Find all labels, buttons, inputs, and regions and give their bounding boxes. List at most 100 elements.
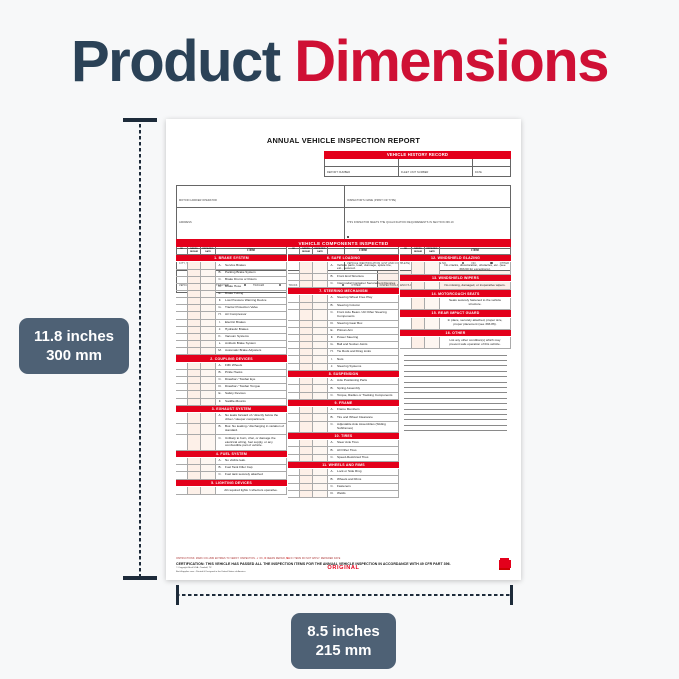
ok-checkbox-cell[interactable] xyxy=(176,298,188,305)
needs-repair-cell[interactable] xyxy=(188,283,201,290)
repaired-date-cell[interactable] xyxy=(201,458,216,465)
ok-checkbox-cell[interactable] xyxy=(288,490,300,497)
inspection-row[interactable]: List any other condition(s) which may pr… xyxy=(400,337,511,350)
repaired-date-cell[interactable] xyxy=(425,337,440,349)
repaired-date-cell[interactable] xyxy=(313,392,328,399)
needs-repair-cell[interactable] xyxy=(188,465,201,472)
write-in-line[interactable] xyxy=(404,350,507,356)
needs-repair-cell[interactable] xyxy=(412,317,425,329)
needs-repair-cell[interactable] xyxy=(188,384,201,391)
needs-repair-cell[interactable] xyxy=(188,398,201,405)
needs-repair-cell[interactable] xyxy=(300,295,313,302)
ok-checkbox-cell[interactable] xyxy=(176,413,188,424)
needs-repair-cell[interactable] xyxy=(300,476,313,483)
inspection-row[interactable]: B. Tire and Wheel Clearance xyxy=(288,414,399,422)
inspection-row[interactable]: A. No visible leak. xyxy=(176,458,287,466)
write-in-line[interactable] xyxy=(404,426,507,432)
ok-checkbox-cell[interactable] xyxy=(176,276,188,283)
repaired-date-cell[interactable] xyxy=(201,435,216,450)
needs-repair-cell[interactable] xyxy=(300,349,313,356)
ok-checkbox-cell[interactable] xyxy=(288,309,300,320)
needs-repair-cell[interactable] xyxy=(300,483,313,490)
needs-repair-cell[interactable] xyxy=(300,469,313,476)
repaired-date-cell[interactable] xyxy=(313,378,328,385)
needs-repair-cell[interactable] xyxy=(300,262,313,273)
repaired-date-cell[interactable] xyxy=(201,269,216,276)
ok-checkbox-cell[interactable] xyxy=(288,363,300,370)
ok-checkbox-cell[interactable] xyxy=(288,392,300,399)
ok-checkbox-cell[interactable] xyxy=(288,414,300,421)
repaired-date-cell[interactable] xyxy=(201,413,216,424)
write-in-line[interactable] xyxy=(404,410,507,415)
ok-checkbox-cell[interactable] xyxy=(176,377,188,384)
inspection-row[interactable]: A. Frame Members xyxy=(288,407,399,415)
needs-repair-cell[interactable] xyxy=(188,326,201,333)
repaired-date-cell[interactable] xyxy=(425,297,440,309)
needs-repair-cell[interactable] xyxy=(300,309,313,320)
needs-repair-cell[interactable] xyxy=(300,454,313,461)
ok-checkbox-cell[interactable] xyxy=(400,262,412,274)
vehicle-history-entry-row[interactable] xyxy=(324,166,511,177)
write-in-line[interactable] xyxy=(404,404,507,410)
needs-repair-cell[interactable] xyxy=(412,297,425,309)
ok-checkbox-cell[interactable] xyxy=(288,385,300,392)
ok-checkbox-cell[interactable] xyxy=(288,349,300,356)
vehicle-type-truck[interactable]: TRUCK xyxy=(279,284,305,287)
needs-repair-cell[interactable] xyxy=(412,262,425,274)
inspection-row[interactable]: A. Fifth Wheels xyxy=(176,362,287,370)
needs-repair-cell[interactable] xyxy=(300,356,313,363)
needs-repair-cell[interactable] xyxy=(300,342,313,349)
repaired-date-cell[interactable] xyxy=(313,469,328,476)
repaired-date-cell[interactable] xyxy=(201,369,216,377)
ok-checkbox-cell[interactable] xyxy=(176,269,188,276)
inspection-row[interactable]: D. Welds xyxy=(288,490,399,498)
ok-checkbox-cell[interactable] xyxy=(288,320,300,327)
needs-repair-cell[interactable] xyxy=(300,490,313,497)
needs-repair-cell[interactable] xyxy=(188,305,201,312)
needs-repair-cell[interactable] xyxy=(188,472,201,479)
ok-checkbox-cell[interactable] xyxy=(288,378,300,385)
ok-checkbox-cell[interactable] xyxy=(176,435,188,450)
inspection-row[interactable]: B. Pintle Hooks xyxy=(176,369,287,378)
inspection-row[interactable]: G. Ball and Socket Joints xyxy=(288,342,399,350)
repaired-date-cell[interactable] xyxy=(313,273,328,280)
repaired-date-cell[interactable] xyxy=(201,319,216,326)
repaired-date-cell[interactable] xyxy=(425,282,440,290)
inspection-row[interactable]: No cracks, discoloration, obstacles, etc… xyxy=(400,262,511,275)
needs-repair-cell[interactable] xyxy=(188,262,201,269)
ok-checkbox-cell[interactable] xyxy=(288,469,300,476)
needs-repair-cell[interactable] xyxy=(300,327,313,335)
repaired-date-cell[interactable] xyxy=(313,342,328,349)
yes-checkbox[interactable] xyxy=(347,236,350,239)
repaired-date-cell[interactable] xyxy=(313,320,328,327)
repaired-date-cell[interactable] xyxy=(313,280,328,287)
repaired-date-cell[interactable] xyxy=(313,407,328,414)
inspection-row[interactable]: A. Axle Positioning Parts xyxy=(288,378,399,386)
inspection-row[interactable]: A. Steering Wheel Free Play xyxy=(288,295,399,303)
ok-checkbox-cell[interactable] xyxy=(288,483,300,490)
repaired-date-cell[interactable] xyxy=(201,398,216,405)
inspection-row[interactable]: F. Saddle-Mounts xyxy=(176,398,287,406)
ok-checkbox-cell[interactable] xyxy=(400,282,412,290)
inspection-row[interactable]: C. Unlikely to burn, char, or damage the … xyxy=(176,435,287,451)
write-in-line[interactable] xyxy=(404,415,507,421)
ok-checkbox-cell[interactable] xyxy=(288,280,300,287)
inspection-row[interactable]: C. Brake Drums or Rotors xyxy=(176,276,287,284)
repaired-date-cell[interactable] xyxy=(313,349,328,356)
inspection-row[interactable]: H. Air Compressor xyxy=(176,312,287,320)
repaired-date-cell[interactable] xyxy=(313,363,328,370)
ok-checkbox-cell[interactable] xyxy=(176,319,188,326)
repaired-date-cell[interactable] xyxy=(201,362,216,369)
inspection-row[interactable]: L. Antilock Brake System xyxy=(176,340,287,349)
repaired-date-cell[interactable] xyxy=(313,447,328,454)
needs-repair-cell[interactable] xyxy=(300,421,313,432)
repaired-date-cell[interactable] xyxy=(313,483,328,490)
ok-checkbox-cell[interactable] xyxy=(176,283,188,290)
inspection-row[interactable]: C. Intermodal Container Securement Device… xyxy=(288,280,399,288)
ok-checkbox-cell[interactable] xyxy=(288,407,300,414)
needs-repair-cell[interactable] xyxy=(300,335,313,342)
ok-checkbox-cell[interactable] xyxy=(176,465,188,472)
ok-checkbox-cell[interactable] xyxy=(176,424,188,435)
repaired-date-cell[interactable] xyxy=(313,262,328,273)
ok-checkbox-cell[interactable] xyxy=(176,290,188,298)
